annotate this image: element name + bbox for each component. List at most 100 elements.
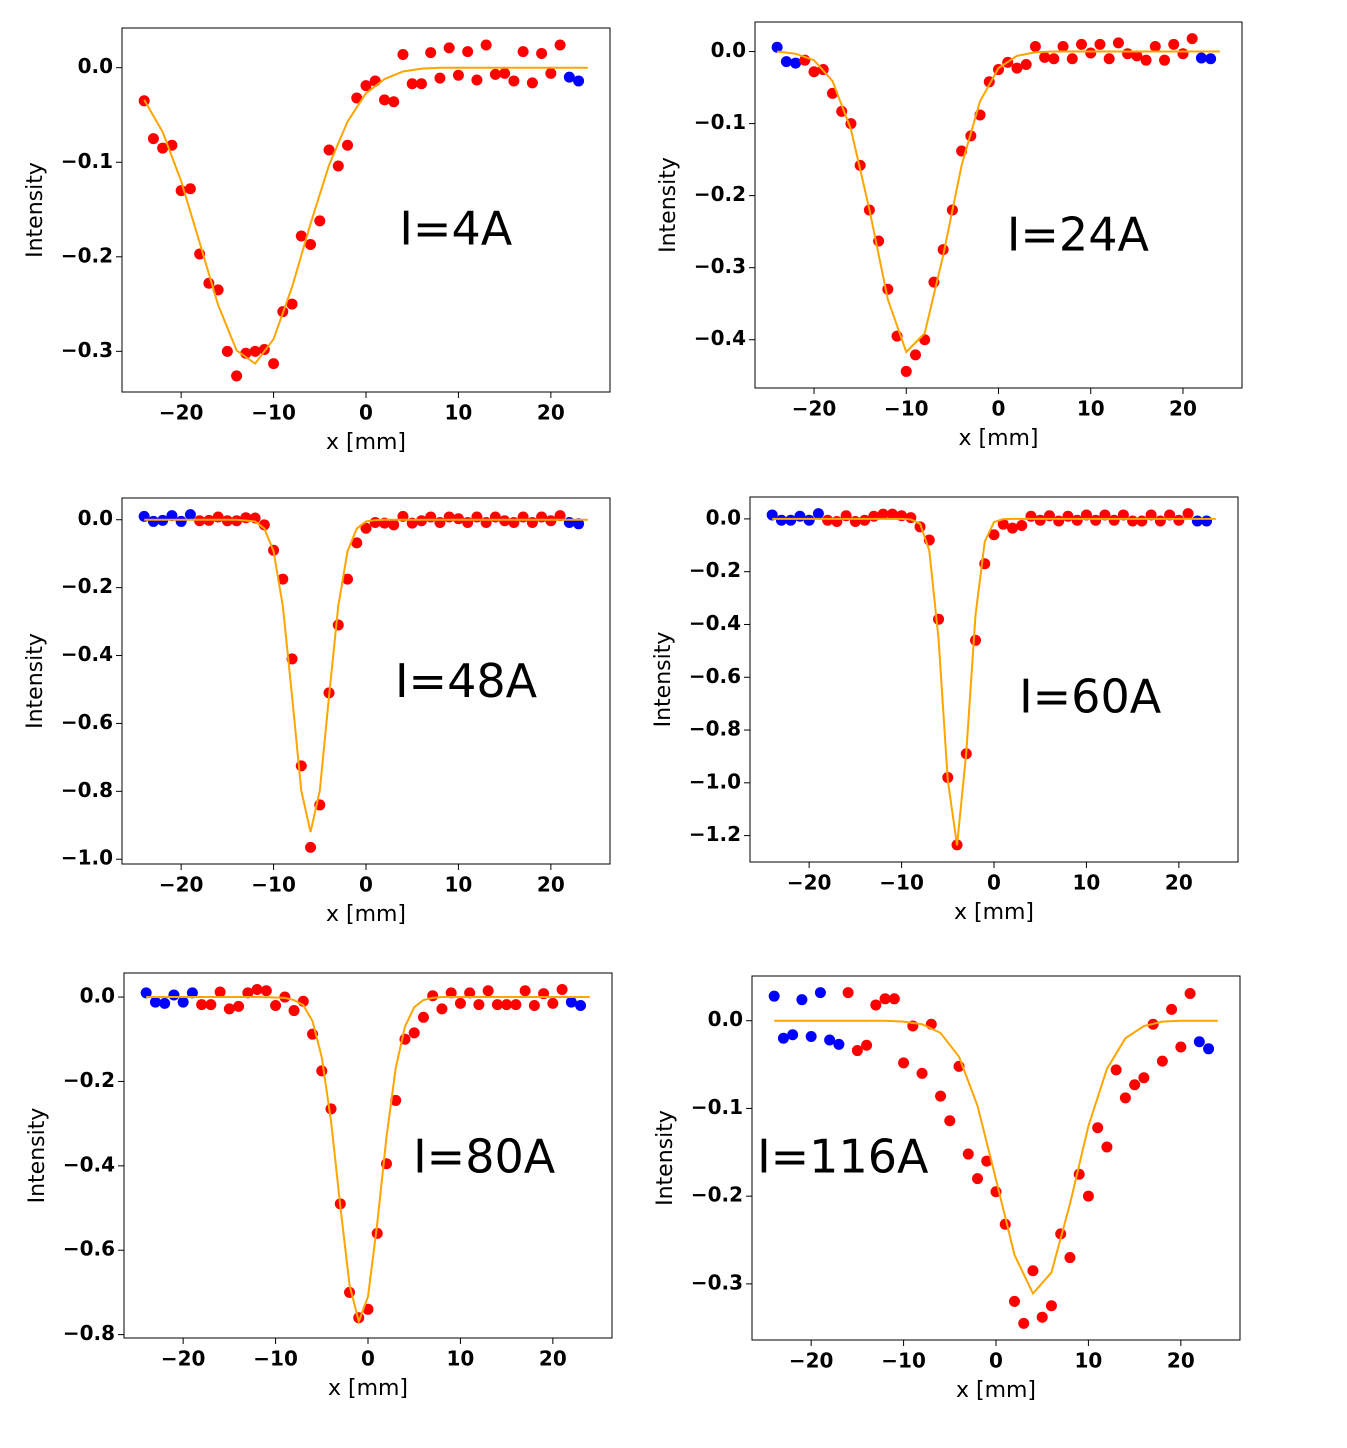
data-point bbox=[1168, 38, 1180, 50]
data-point bbox=[970, 634, 982, 646]
data-point bbox=[898, 1057, 910, 1069]
data-point bbox=[436, 1003, 448, 1015]
data-point bbox=[360, 80, 372, 92]
data-point bbox=[388, 519, 400, 531]
fit-line bbox=[144, 518, 588, 833]
data-point bbox=[168, 989, 180, 1001]
data-point bbox=[545, 515, 557, 527]
data-point bbox=[849, 516, 861, 528]
data-point bbox=[547, 997, 559, 1009]
data-point bbox=[805, 1031, 817, 1043]
y-tick-label: −0.6 bbox=[63, 1237, 115, 1261]
data-point bbox=[1108, 514, 1120, 526]
data-point bbox=[166, 510, 178, 522]
data-point bbox=[808, 66, 820, 78]
y-tick-label: −1.2 bbox=[689, 822, 741, 846]
axes-frame bbox=[749, 496, 1239, 863]
data-point bbox=[1080, 509, 1092, 521]
data-point bbox=[573, 518, 585, 530]
data-point bbox=[842, 987, 854, 999]
data-point bbox=[462, 516, 474, 528]
y-tick-label: −0.6 bbox=[689, 664, 741, 688]
data-point bbox=[861, 1039, 873, 1051]
x-axis-label: x [mm] bbox=[956, 1378, 1036, 1403]
data-point bbox=[796, 994, 808, 1006]
y-axis-label: Intensity bbox=[653, 1110, 678, 1206]
data-point bbox=[342, 139, 354, 151]
data-point bbox=[1039, 51, 1051, 63]
data-point bbox=[831, 516, 843, 528]
data-point bbox=[140, 987, 152, 999]
data-point bbox=[1173, 514, 1185, 526]
data-point bbox=[425, 511, 437, 523]
y-tick-label: 0.0 bbox=[706, 505, 741, 529]
data-point bbox=[814, 987, 826, 999]
data-point bbox=[1131, 50, 1143, 62]
x-tick-label: −10 bbox=[251, 401, 296, 425]
data-point bbox=[184, 183, 196, 195]
subplot: −20 −10 0 10 20 0.0 −0.1 −0.2 −0.3 −0.4 x [mm] Inte… bbox=[656, 21, 1243, 451]
data-point bbox=[916, 1067, 928, 1079]
data-point bbox=[777, 1032, 789, 1044]
x-tick-label: 20 bbox=[1167, 1349, 1195, 1373]
data-point bbox=[1057, 40, 1069, 52]
x-tick-label: 20 bbox=[537, 873, 565, 897]
data-point bbox=[563, 71, 575, 83]
x-tick-label: 0 bbox=[359, 873, 373, 897]
data-point bbox=[1117, 509, 1129, 521]
data-point bbox=[972, 1173, 984, 1185]
data-point bbox=[517, 46, 529, 58]
subplot: −20 −10 0 10 20 0.0 −0.2 −0.4 −0.6 −0.8 −1.0 −1.2 x … bbox=[651, 496, 1239, 925]
data-point bbox=[342, 573, 354, 585]
x-tick-label: 10 bbox=[445, 873, 473, 897]
data-point bbox=[526, 516, 538, 528]
x-axis-label: x [mm] bbox=[326, 430, 406, 455]
data-point bbox=[1175, 1041, 1187, 1053]
x-tick-label: −20 bbox=[159, 873, 204, 897]
data-point bbox=[231, 515, 243, 527]
y-tick-label: −0.8 bbox=[689, 717, 741, 741]
data-point bbox=[223, 1003, 235, 1015]
data-point bbox=[295, 760, 307, 772]
y-tick-label: −0.2 bbox=[691, 1183, 743, 1207]
data-point bbox=[1082, 1190, 1094, 1202]
data-point bbox=[471, 74, 483, 86]
y-axis-label: Intensity bbox=[23, 633, 48, 729]
data-point bbox=[462, 46, 474, 58]
x-axis-label: x [mm] bbox=[328, 1376, 408, 1401]
data-point bbox=[1159, 54, 1171, 66]
x-tick-label: 10 bbox=[447, 1347, 475, 1371]
data-point bbox=[464, 987, 476, 999]
data-point bbox=[1103, 53, 1115, 65]
data-point bbox=[480, 516, 492, 528]
x-tick-label: −20 bbox=[792, 397, 837, 421]
x-tick-label: 20 bbox=[1169, 397, 1197, 421]
data-point bbox=[1090, 514, 1102, 526]
x-tick-label: −20 bbox=[789, 1349, 834, 1373]
data-point bbox=[417, 1011, 429, 1023]
data-point bbox=[332, 160, 344, 172]
data-point bbox=[1064, 1252, 1076, 1264]
data-point bbox=[785, 514, 797, 526]
data-point bbox=[1006, 522, 1018, 534]
x-tick-label: −10 bbox=[884, 397, 929, 421]
y-tick-label: 0.0 bbox=[708, 1007, 743, 1031]
y-tick-label: −0.3 bbox=[691, 1270, 743, 1294]
data-point bbox=[879, 993, 891, 1005]
data-point bbox=[824, 1034, 836, 1046]
x-tick-label: 10 bbox=[1073, 871, 1101, 895]
data-point bbox=[445, 987, 457, 999]
data-point bbox=[545, 67, 557, 79]
y-tick-label: −0.6 bbox=[61, 710, 113, 734]
y-tick-label: −1.0 bbox=[61, 846, 113, 870]
data-point bbox=[775, 514, 787, 526]
x-tick-label: −20 bbox=[787, 871, 832, 895]
data-point bbox=[554, 39, 566, 51]
data-point bbox=[268, 358, 280, 370]
x-tick-label: −10 bbox=[251, 873, 296, 897]
y-tick-label: −0.8 bbox=[61, 778, 113, 802]
x-tick-label: 0 bbox=[989, 1349, 1003, 1373]
data-point bbox=[397, 48, 409, 60]
data-point bbox=[536, 48, 548, 60]
data-point bbox=[443, 511, 455, 523]
